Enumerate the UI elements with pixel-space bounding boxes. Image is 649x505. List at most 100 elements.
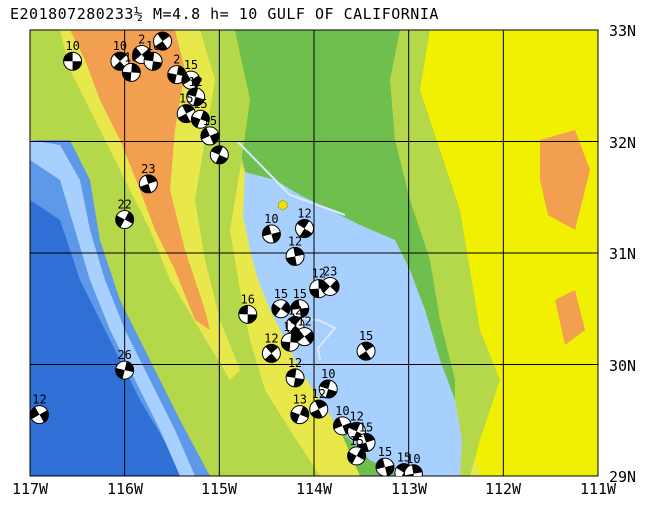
depth-label: 23 (141, 162, 155, 176)
depth-label: 23 (323, 264, 337, 278)
focal-mechanism: 15 (290, 287, 310, 319)
beachball-quadrant (295, 329, 314, 344)
lon-label-116: 116W (106, 480, 144, 498)
beachball-quadrant (191, 110, 210, 128)
focal-mechanism: 15 (375, 445, 395, 476)
beachball-quadrant (155, 32, 170, 51)
lon-label-111: 111W (579, 480, 617, 498)
focal-mechanism: 10 (403, 452, 423, 476)
focal-mechanism: 15 (176, 92, 196, 124)
depth-label: 15 (359, 329, 373, 343)
focal-mechanism: 22 (115, 198, 135, 230)
depth-label: 15 (378, 445, 392, 459)
depth-label: 10 (406, 452, 420, 466)
focal-mechanism: 12 (285, 356, 305, 388)
pacific-deep (30, 200, 180, 476)
depth-label: 12 (349, 409, 363, 423)
focal-mechanism: 2 (167, 53, 187, 85)
beachball-quadrant (358, 342, 374, 361)
beachball-quadrant (396, 463, 410, 476)
depth-label: 26 (117, 348, 131, 362)
beachball-quadrant (376, 458, 394, 476)
focal-mechanism: 2 (153, 30, 173, 51)
fault-trace-central (297, 317, 337, 361)
depth-label: 12 (297, 206, 311, 220)
beachball-quadrant (286, 247, 304, 266)
beachball-quadrant (167, 65, 186, 84)
focal-mechanism: 15 (347, 434, 367, 466)
focal-mechanism: 12 (30, 393, 49, 425)
beachball-quadrant (144, 52, 162, 71)
lon-label-113: 113W (390, 480, 428, 498)
focal-mechanism: 15 (200, 114, 220, 146)
focal-mechanism: 10 (110, 39, 130, 71)
focal-mechanism: 10 (332, 404, 352, 436)
focal-mechanism: 12 (309, 387, 329, 419)
beachball-quadrant (211, 145, 228, 164)
focal-mechanism: 15 (190, 97, 210, 129)
depth-label: 16 (241, 292, 255, 306)
beachball-quadrant (122, 63, 141, 82)
lat-label-33: 33N (609, 22, 637, 40)
beachball-quadrant (139, 174, 157, 193)
fault-trace-north (237, 141, 346, 216)
focal-mechanism: 23 (138, 162, 158, 194)
focal-mechanism: 15 (181, 58, 201, 90)
beachball-quadrant (271, 301, 290, 317)
focal-mechanism: 12 (295, 206, 315, 238)
beachball-quadrant (115, 211, 134, 228)
focal-mechanism: 15 (271, 287, 291, 319)
beachball-quadrant (200, 127, 219, 145)
focal-mechanism: 15 (356, 329, 376, 361)
beachball-quadrant (115, 361, 134, 379)
depth-label: 12 (288, 303, 302, 317)
focal-mechanism: 10 (261, 212, 281, 244)
focal-mechanism: 12 (186, 75, 206, 107)
beachball-quadrant (347, 448, 366, 464)
depth-label: 12 (283, 320, 297, 334)
depth-label: 2 (138, 33, 145, 47)
focal-mechanism: 13 (290, 393, 310, 425)
depth-label: 15 (193, 97, 207, 111)
highland-east (540, 130, 590, 230)
depth-label: 12 (297, 315, 311, 329)
depth-label: 13 (293, 393, 307, 407)
focal-mechanism: 12 (295, 315, 315, 347)
highland-east-2 (555, 290, 585, 345)
lon-label-114: 114W (295, 480, 333, 498)
beachball-quadrant (333, 417, 352, 435)
depth-label: 15 (179, 92, 193, 106)
beachball-quadrant (404, 464, 423, 476)
depth-label: 10 (335, 404, 349, 418)
focal-mechanism: 26 (115, 348, 135, 380)
lon-label-115: 115W (200, 480, 238, 498)
beachball-quadrant (281, 333, 300, 352)
beachball-quadrant (319, 380, 337, 399)
depth-label: 15 (293, 287, 307, 301)
pacific-shelf (30, 140, 195, 476)
depth-label: 10 (264, 212, 278, 226)
focal-mechanism (209, 145, 229, 165)
focal-mechanism: 10 (63, 39, 83, 71)
focal-mechanism: 15 (356, 421, 376, 453)
depth-label: 12 (288, 234, 302, 248)
epicenter-marker (278, 199, 288, 211)
depth-label: 22 (117, 198, 131, 212)
lon-label-117: 117W (11, 480, 49, 498)
depth-label: 15 (397, 451, 411, 465)
depth-label: 10 (321, 367, 335, 381)
depth-label: 12 (312, 267, 326, 281)
beachball-quadrant (181, 72, 200, 88)
beachball-quadrant (296, 219, 313, 238)
depth-label: 15 (184, 58, 198, 72)
beachball-quadrant (113, 52, 127, 71)
beachball-quadrant (357, 433, 375, 452)
focal-mechanism: 16 (238, 292, 258, 324)
focal-mechanism: 10 (318, 367, 338, 399)
beachball-quadrant (178, 104, 195, 123)
beachball-quadrant (290, 299, 309, 318)
depth-label: 15 (349, 434, 363, 448)
depth-label: 15 (274, 287, 288, 301)
